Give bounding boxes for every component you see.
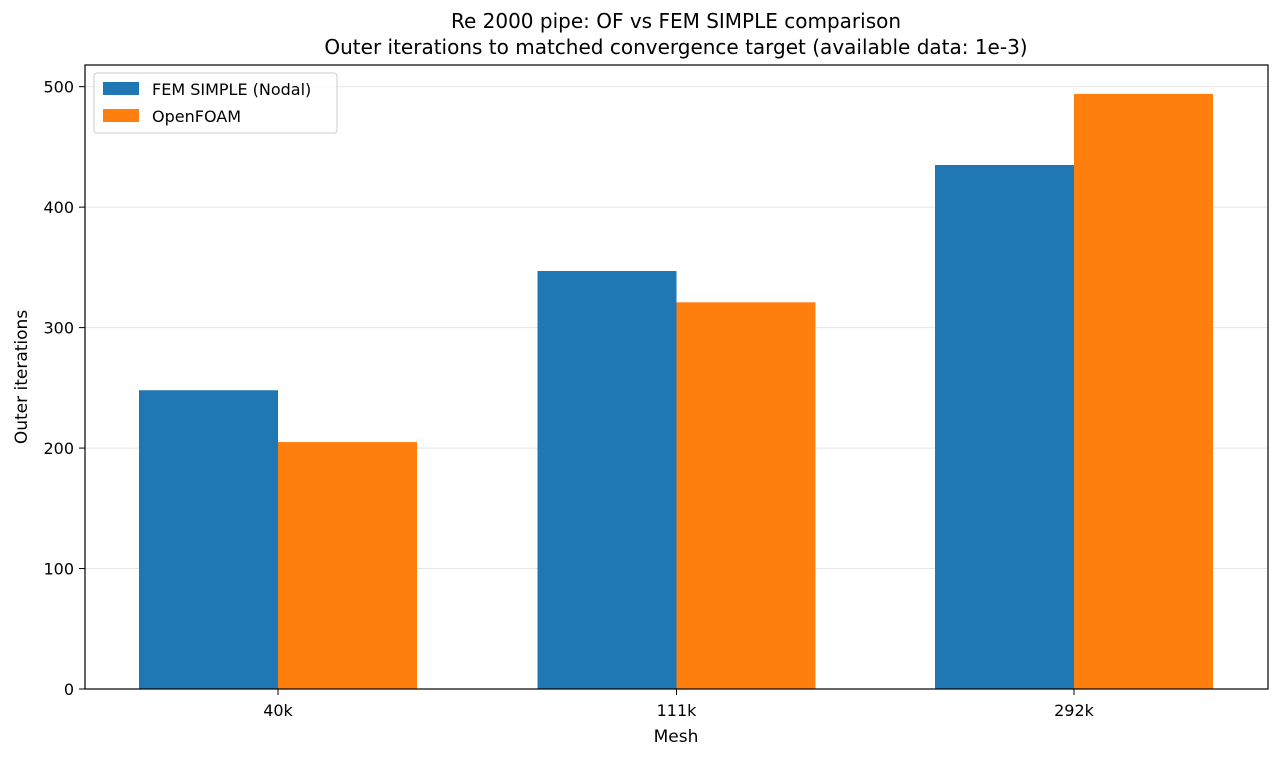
x-tick-label: 111k — [657, 701, 698, 720]
bars — [139, 93, 1213, 689]
chart-title: Re 2000 pipe: OF vs FEM SIMPLE compariso… — [451, 9, 901, 33]
legend-label-openfoam: OpenFOAM — [152, 107, 241, 126]
bar-fem-292k — [935, 164, 1074, 689]
y-tick-label: 500 — [43, 78, 74, 97]
y-tick-label: 400 — [43, 198, 74, 217]
y-tick-label: 300 — [43, 319, 74, 338]
y-tick-label: 0 — [64, 680, 74, 699]
legend-swatch-openfoam — [103, 109, 139, 122]
y-tick-label: 100 — [43, 560, 74, 579]
bar-openfoam-111k — [676, 302, 816, 689]
x-axis: 40k 111k 292k — [263, 689, 1095, 720]
x-tick-label: 292k — [1054, 701, 1095, 720]
legend: FEM SIMPLE (Nodal) OpenFOAM — [93, 72, 338, 134]
y-axis-label: Outer iterations — [12, 310, 32, 444]
legend-swatch-fem — [103, 82, 139, 95]
bar-openfoam-40k — [278, 442, 417, 689]
legend-box — [93, 72, 338, 134]
bar-fem-111k — [537, 270, 677, 689]
y-tick-label: 200 — [43, 439, 74, 458]
legend-label-fem: FEM SIMPLE (Nodal) — [152, 80, 311, 99]
x-tick-label: 40k — [263, 701, 293, 720]
bar-fem-40k — [139, 390, 278, 689]
x-axis-label: Mesh — [654, 727, 699, 747]
y-axis: 0 100 200 300 400 500 — [43, 78, 85, 699]
chart-subtitle: Outer iterations to matched convergence … — [324, 35, 1027, 59]
bar-openfoam-292k — [1074, 93, 1213, 689]
